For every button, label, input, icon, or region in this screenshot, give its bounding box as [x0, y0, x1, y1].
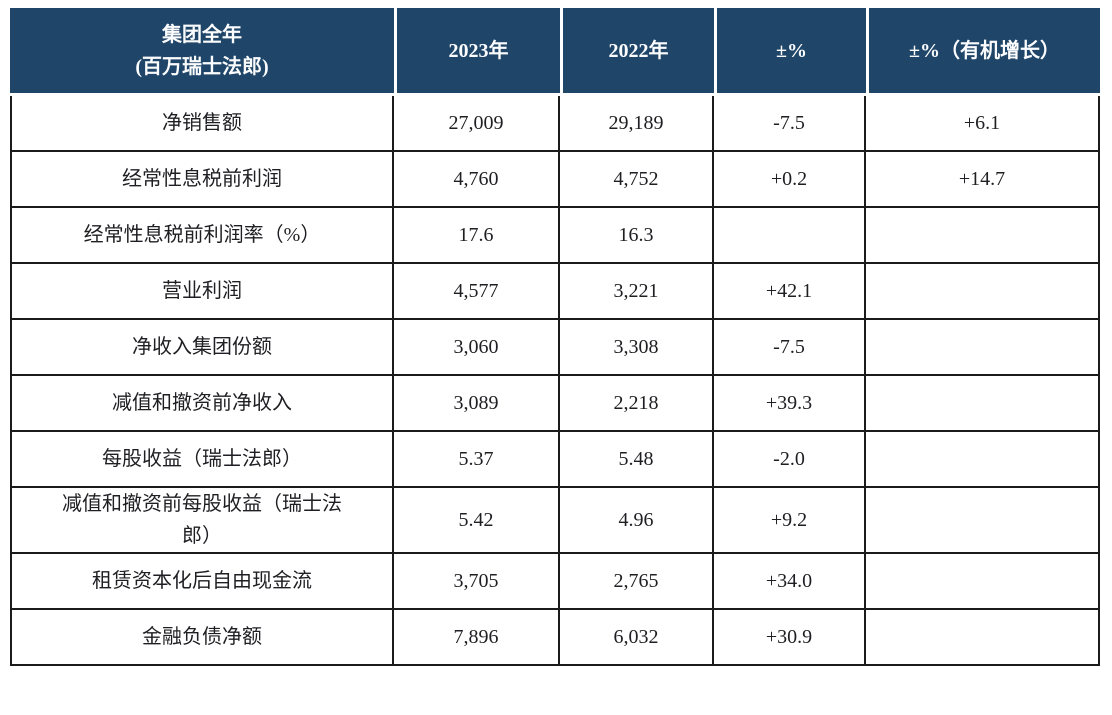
row-value: 5.42	[394, 488, 560, 554]
row-value: 7,896	[394, 610, 560, 666]
row-label: 减值和撤资前每股收益（瑞士法 郎）	[10, 488, 394, 554]
page: 集团全年 (百万瑞士法郎) 2023年 2022年 ±% ±%（有机增长） 净销…	[10, 8, 1100, 666]
row-value	[866, 488, 1100, 554]
row-value	[714, 208, 866, 264]
table-body: 净销售额 27,009 29,189 -7.5 +6.1 经常性息税前利润 4,760 4,7…	[10, 96, 1100, 666]
table-row: 营业利润 4,577 3,221 +42.1	[10, 264, 1100, 320]
row-value: 3,308	[560, 320, 714, 376]
header-change-pct-organic: ±%（有机增长）	[866, 8, 1100, 96]
group-financial-summary-table: 集团全年 (百万瑞士法郎) 2023年 2022年 ±% ±%（有机增长） 净销…	[10, 8, 1100, 666]
row-label: 经常性息税前利润率（%）	[10, 208, 394, 264]
header-group-fullyear: 集团全年 (百万瑞士法郎)	[10, 8, 394, 96]
row-value	[866, 376, 1100, 432]
row-value: +9.2	[714, 488, 866, 554]
header-change-pct: ±%	[714, 8, 866, 96]
table-row: 金融负债净额 7,896 6,032 +30.9	[10, 610, 1100, 666]
row-value: 4,577	[394, 264, 560, 320]
row-value: -7.5	[714, 320, 866, 376]
row-label: 营业利润	[10, 264, 394, 320]
row-value: 4,760	[394, 152, 560, 208]
row-value: +14.7	[866, 152, 1100, 208]
row-value: 3,705	[394, 554, 560, 610]
row-value: +34.0	[714, 554, 866, 610]
table-row: 经常性息税前利润率（%） 17.6 16.3	[10, 208, 1100, 264]
row-value: -2.0	[714, 432, 866, 488]
row-label: 净销售额	[10, 96, 394, 152]
row-value: 27,009	[394, 96, 560, 152]
row-value: 3,221	[560, 264, 714, 320]
row-value: +30.9	[714, 610, 866, 666]
row-value: +39.3	[714, 376, 866, 432]
row-label: 租赁资本化后自由现金流	[10, 554, 394, 610]
header-row: 集团全年 (百万瑞士法郎) 2023年 2022年 ±% ±%（有机增长）	[10, 8, 1100, 96]
row-value: 17.6	[394, 208, 560, 264]
row-label: 每股收益（瑞士法郎）	[10, 432, 394, 488]
row-value: 5.48	[560, 432, 714, 488]
row-value: 4,752	[560, 152, 714, 208]
row-value: +6.1	[866, 96, 1100, 152]
row-value	[866, 320, 1100, 376]
row-value: 2,218	[560, 376, 714, 432]
row-label: 净收入集团份额	[10, 320, 394, 376]
row-value: -7.5	[714, 96, 866, 152]
row-value	[866, 610, 1100, 666]
table-row: 租赁资本化后自由现金流 3,705 2,765 +34.0	[10, 554, 1100, 610]
row-value: 29,189	[560, 96, 714, 152]
row-value: +42.1	[714, 264, 866, 320]
row-value	[866, 264, 1100, 320]
table-row: 减值和撤资前净收入 3,089 2,218 +39.3	[10, 376, 1100, 432]
table-row: 净收入集团份额 3,060 3,308 -7.5	[10, 320, 1100, 376]
header-year-2022: 2022年	[560, 8, 714, 96]
row-label: 减值和撤资前净收入	[10, 376, 394, 432]
row-value: 2,765	[560, 554, 714, 610]
row-label: 经常性息税前利润	[10, 152, 394, 208]
row-value: 16.3	[560, 208, 714, 264]
table-row: 每股收益（瑞士法郎） 5.37 5.48 -2.0	[10, 432, 1100, 488]
table-row: 净销售额 27,009 29,189 -7.5 +6.1	[10, 96, 1100, 152]
row-value: +0.2	[714, 152, 866, 208]
row-value	[866, 208, 1100, 264]
table-row: 减值和撤资前每股收益（瑞士法 郎） 5.42 4.96 +9.2	[10, 488, 1100, 554]
row-value: 3,060	[394, 320, 560, 376]
row-value: 4.96	[560, 488, 714, 554]
header-year-2023: 2023年	[394, 8, 560, 96]
row-value: 3,089	[394, 376, 560, 432]
row-value	[866, 554, 1100, 610]
row-value: 5.37	[394, 432, 560, 488]
row-value: 6,032	[560, 610, 714, 666]
row-label: 金融负债净额	[10, 610, 394, 666]
table-row: 经常性息税前利润 4,760 4,752 +0.2 +14.7	[10, 152, 1100, 208]
table-header: 集团全年 (百万瑞士法郎) 2023年 2022年 ±% ±%（有机增长）	[10, 8, 1100, 96]
row-value	[866, 432, 1100, 488]
